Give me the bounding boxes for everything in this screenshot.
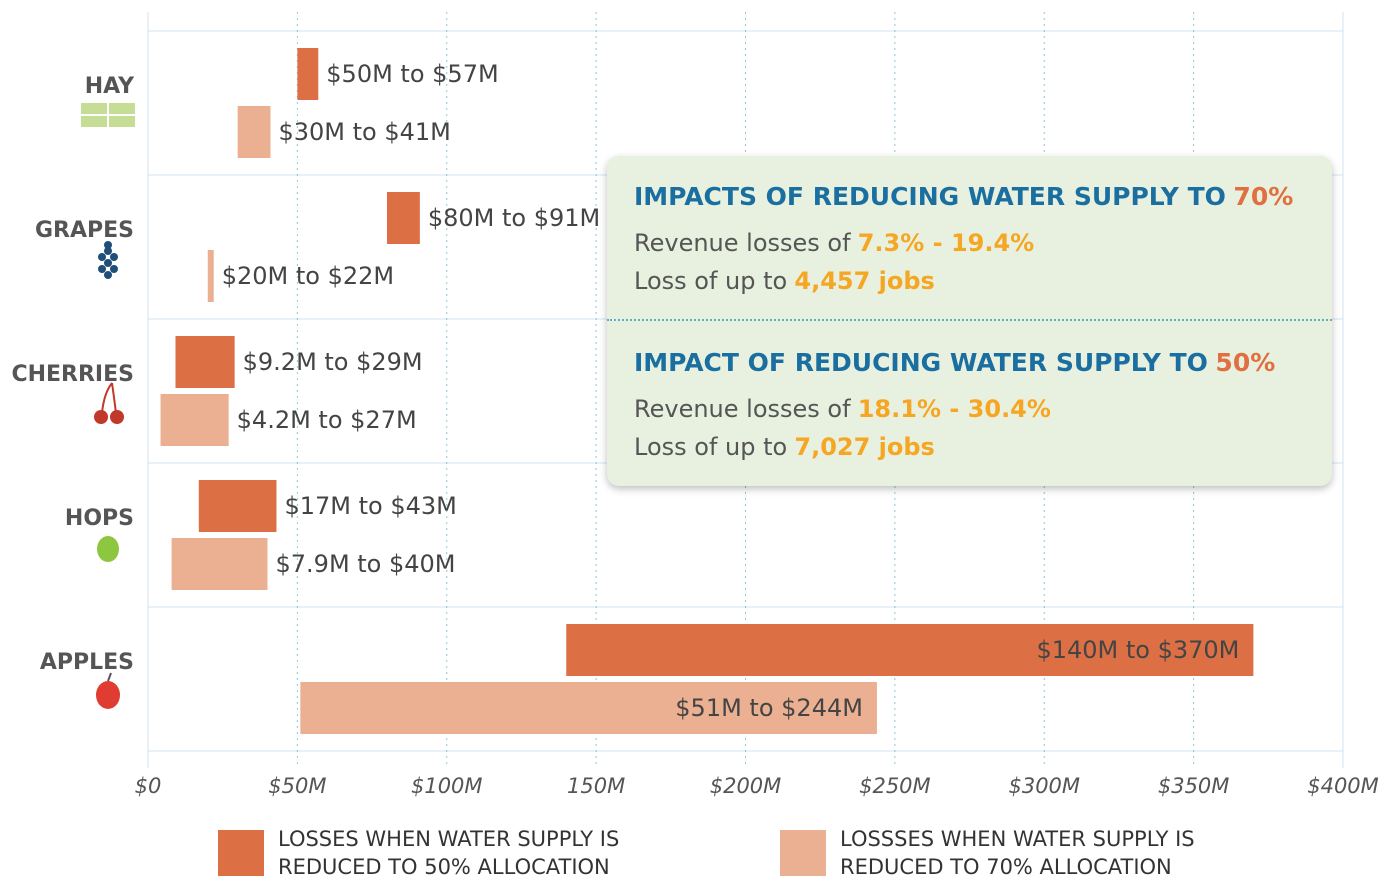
- bar: [171, 538, 268, 590]
- bar: [237, 106, 271, 158]
- icon: [110, 253, 118, 261]
- info-box: IMPACTS OF REDUCING WATER SUPPLY TO 70% Re…: [607, 156, 1332, 486]
- info-title-highlight: 70%: [1233, 182, 1294, 211]
- info-title-text: IMPACTS OF REDUCING WATER SUPPLY TO: [634, 182, 1226, 211]
- icon: [97, 536, 119, 562]
- icon: [96, 681, 120, 709]
- category-icon: [94, 382, 124, 424]
- bar: [207, 250, 214, 302]
- category-icon: [97, 536, 119, 562]
- bar: [300, 682, 877, 734]
- value-label: $140M to $370M: [1036, 636, 1239, 664]
- icon: [110, 265, 118, 273]
- category-icon: [98, 241, 118, 279]
- x-tick-label: 150M: [567, 774, 625, 798]
- info-line: Revenue losses of 7.3% - 19.4%: [634, 224, 1293, 262]
- info-text: Revenue losses of: [634, 229, 851, 257]
- info-text: Loss of up to: [634, 433, 788, 461]
- x-tick-label: $400M: [1307, 774, 1379, 798]
- category-icon: [96, 672, 120, 709]
- icon: [98, 253, 106, 261]
- legend-swatch: [218, 830, 264, 876]
- icon: [94, 410, 108, 424]
- icon: [98, 265, 106, 273]
- legend-label: LOSSSES WHEN WATER SUPPLY IS REDUCED TO …: [840, 827, 1195, 879]
- info-highlight: 7,027 jobs: [794, 433, 935, 461]
- info-line: Revenue losses of 18.1% - 30.4%: [634, 390, 1275, 428]
- value-label: $17M to $43M: [284, 492, 456, 520]
- bar: [175, 336, 235, 388]
- info-text: Loss of up to: [634, 267, 788, 295]
- legend-label: LOSSES WHEN WATER SUPPLY IS REDUCED TO 5…: [278, 827, 620, 879]
- bar: [387, 192, 420, 244]
- info-highlight: 18.1% - 30.4%: [857, 395, 1051, 423]
- info-highlight: 7.3% - 19.4%: [857, 229, 1035, 257]
- value-label: $7.9M to $40M: [276, 550, 456, 578]
- bar: [160, 394, 229, 446]
- icon: [110, 410, 124, 424]
- icon: [104, 247, 112, 255]
- info-line: Loss of up to 4,457 jobs: [634, 262, 1293, 300]
- info-section: IMPACTS OF REDUCING WATER SUPPLY TO 70% Re…: [634, 178, 1293, 300]
- x-tick-label: $350M: [1158, 774, 1230, 798]
- bar: [198, 480, 277, 532]
- category-label: HOPS: [65, 506, 134, 531]
- category-label: APPLES: [40, 650, 134, 675]
- value-label: $20M to $22M: [222, 262, 394, 290]
- info-section: IMPACT OF REDUCING WATER SUPPLY TO 50% Rev…: [634, 344, 1275, 466]
- value-label: $9.2M to $29M: [243, 348, 423, 376]
- value-label: $51M to $244M: [675, 694, 863, 722]
- category-icon: [81, 103, 135, 127]
- category-label: CHERRIES: [11, 362, 134, 387]
- x-tick-label: $300M: [1008, 774, 1080, 798]
- info-text: Revenue losses of: [634, 395, 851, 423]
- icon: [104, 259, 112, 267]
- icon: [101, 382, 117, 414]
- icon: [107, 672, 112, 682]
- icon: [104, 241, 112, 249]
- x-tick-label: $0: [135, 774, 162, 798]
- value-label: $80M to $91M: [428, 204, 600, 232]
- x-tick-label: $100M: [411, 774, 483, 798]
- info-highlight: 4,457 jobs: [794, 267, 935, 295]
- info-title-highlight: 50%: [1215, 348, 1276, 377]
- category-label: GRAPES: [35, 218, 134, 243]
- x-tick-label: $200M: [710, 774, 782, 798]
- bar: [566, 624, 1254, 676]
- value-label: $4.2M to $27M: [237, 406, 417, 434]
- legend-swatch: [780, 830, 826, 876]
- category-label: HAY: [85, 74, 135, 99]
- info-line: Loss of up to 7,027 jobs: [634, 428, 1275, 466]
- value-label: $50M to $57M: [326, 60, 498, 88]
- info-title: IMPACT OF REDUCING WATER SUPPLY TO 50%: [634, 344, 1275, 382]
- x-tick-label: $250M: [859, 774, 931, 798]
- icon: [104, 271, 112, 279]
- x-tick-label: $50M: [268, 774, 326, 798]
- value-label: $30M to $41M: [278, 118, 450, 146]
- bar: [297, 48, 319, 100]
- info-title: IMPACTS OF REDUCING WATER SUPPLY TO 70%: [634, 178, 1293, 216]
- divider: [607, 319, 1332, 321]
- info-title-text: IMPACT OF REDUCING WATER SUPPLY TO: [634, 348, 1208, 377]
